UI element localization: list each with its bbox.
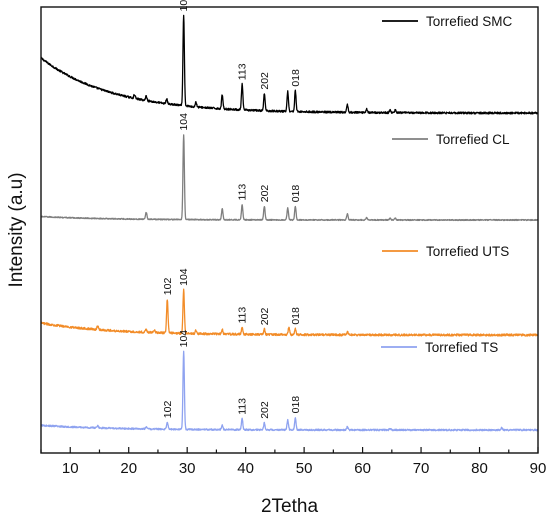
peak-label: 104 — [178, 330, 190, 348]
legend-label: Torrefied CL — [436, 132, 510, 147]
legend-label: Torrefied UTS — [426, 244, 509, 259]
peak-label: 102 — [162, 401, 174, 419]
x-tick-label: 10 — [62, 460, 79, 477]
peak-label: 018 — [290, 307, 302, 325]
legend-layer: Torrefied SMC Torrefied CL Torrefied UTS To… — [381, 14, 513, 355]
x-tick-label: 20 — [120, 460, 137, 477]
x-tick-label: 80 — [471, 460, 488, 477]
x-axis-title: 2Tetha — [261, 496, 318, 517]
series-line — [40, 14, 539, 115]
x-axis-ticks: 10 20 30 40 50 60 70 80 90 — [40, 447, 547, 477]
x-tick-label: 40 — [237, 460, 254, 477]
peak-label: 018 — [290, 69, 302, 87]
y-axis-title: Intensity (a.u) — [6, 172, 27, 287]
peak-label: 102 — [162, 278, 174, 296]
peak-label: 018 — [290, 396, 302, 414]
peak-label: 113 — [237, 184, 249, 201]
legend-label: Torrefied SMC — [426, 14, 513, 29]
peak-label: 202 — [259, 72, 271, 90]
peak-label: 113 — [237, 398, 249, 415]
peak-label: 202 — [259, 308, 271, 326]
series-layer — [40, 14, 539, 432]
series-line — [40, 288, 539, 337]
x-tick-label: 60 — [354, 460, 371, 477]
x-tick-label: 50 — [296, 460, 313, 477]
series-line — [40, 134, 539, 222]
x-tick-label: 30 — [179, 460, 196, 477]
peak-label: 113 — [237, 63, 249, 80]
peak-label: 018 — [290, 185, 302, 203]
peak-label: 104 — [178, 268, 190, 286]
peak-label: 104 — [178, 113, 190, 131]
peak-label: 113 — [237, 307, 249, 324]
peak-label: 202 — [259, 185, 271, 203]
peak-label: 104 — [178, 0, 190, 11]
x-tick-label: 90 — [530, 460, 547, 477]
peak-label-layer: 104 113 202 018 104 113 202 018 102 104 113 202 018 1… — [162, 0, 302, 419]
x-tick-label: 70 — [413, 460, 430, 477]
legend-label: Torrefied TS — [425, 340, 498, 355]
peak-label: 202 — [259, 401, 271, 419]
series-line — [40, 350, 539, 432]
plot-frame — [40, 6, 539, 454]
